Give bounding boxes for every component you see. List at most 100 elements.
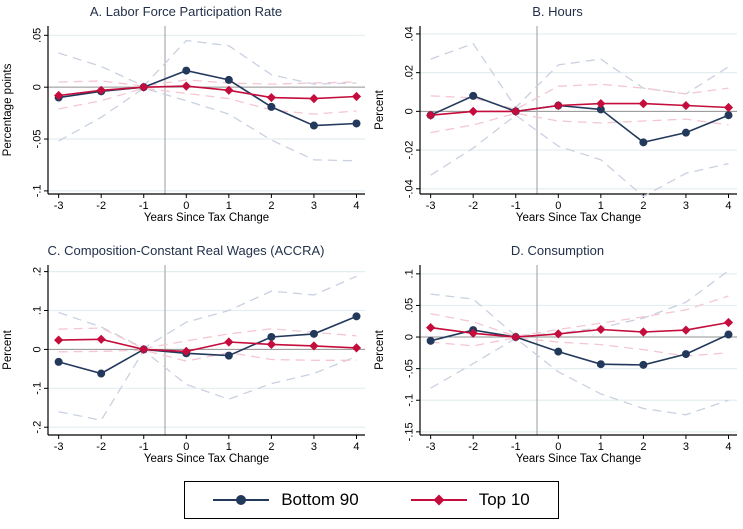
x-axis-label: Years Since Tax Change — [144, 453, 269, 465]
x-tick-label: -3 — [54, 200, 64, 212]
x-tick-label: -1 — [511, 441, 521, 453]
panel-hours: B. Hours .04 .02 0 -.02 -.04 -3 -2 -1 0 1 2 3 4 Years… — [372, 0, 743, 229]
gridlines — [420, 33, 737, 190]
legend-label-top10: Top 10 — [478, 489, 530, 509]
x-axis-label: Years Since Tax Change — [516, 212, 641, 224]
series-bottom-90-ci-lower — [430, 337, 729, 416]
x-tick-label: -1 — [511, 200, 521, 212]
series-top-10-ci-lower — [58, 349, 357, 362]
series-top-10 — [426, 99, 734, 120]
series-bottom-90-ci-upper — [430, 42, 729, 109]
x-tick-label: -3 — [54, 441, 64, 453]
series-bottom-90-ci-lower — [430, 114, 729, 198]
axes: .04 .02 0 -.02 -.04 -3 -2 -1 0 1 2 3 4 — [404, 26, 737, 212]
legend-entry-top10: Top 10 — [410, 489, 530, 510]
x-tick-label: 0 — [183, 441, 189, 453]
x-tick-label: -3 — [426, 441, 436, 453]
series-top-10 — [54, 81, 362, 104]
x-tick-label: -2 — [468, 200, 478, 212]
series-top-10-ci-lower — [58, 87, 357, 115]
x-tick-label: 2 — [268, 200, 274, 212]
x-tick-label: -3 — [426, 200, 436, 212]
series-top-10 — [426, 317, 734, 342]
y-tick-label: -.1 — [32, 382, 44, 395]
x-tick-label: 1 — [598, 200, 604, 212]
legend-row: Bottom 90 Top 10 — [0, 470, 743, 529]
series-top-10-ci-upper — [58, 79, 357, 87]
x-tick-label: 4 — [725, 441, 731, 453]
panel-consumption: D. Consumption .1 .05 0 -.05 -.1 -.15 -3 -2 -1 0 1… — [372, 229, 743, 470]
x-tick-label: 3 — [683, 441, 689, 453]
series-bottom-90 — [426, 326, 733, 369]
legend-entry-bottom90: Bottom 90 — [213, 490, 359, 510]
axes: .05 0 -.05 -.1 -3 -2 -1 0 1 2 3 4 — [32, 26, 365, 212]
gridlines — [420, 273, 737, 433]
y-tick-label: -.15 — [404, 422, 416, 441]
y-axis-label: Percent — [374, 329, 386, 369]
y-tick-label: .05 — [32, 28, 44, 43]
y-axis-label: Percent — [374, 89, 386, 129]
y-tick-label: -.1 — [404, 394, 416, 407]
y-tick-label: -.04 — [404, 179, 416, 198]
x-axis-label: Years Since Tax Change — [516, 453, 641, 465]
series-bottom-90-ci-upper — [58, 275, 357, 349]
panel-b-title: B. Hours — [532, 4, 583, 19]
y-tick-label: .04 — [404, 26, 416, 41]
y-tick-label: .1 — [404, 269, 416, 278]
x-tick-label: 4 — [353, 200, 359, 212]
y-tick-label: 0 — [404, 334, 416, 340]
panel-a-title: A. Labor Force Participation Rate — [89, 4, 283, 19]
panel-d-title: D. Consumption — [510, 243, 605, 258]
x-tick-label: 3 — [311, 441, 317, 453]
y-tick-label: .1 — [32, 306, 44, 315]
x-tick-label: -2 — [468, 441, 478, 453]
x-tick-label: 2 — [640, 200, 646, 212]
panel-c-chart: .2 .1 0 -.1 -.2 -3 -2 -1 0 1 2 3 4 Years Since Tax Ch… — [2, 265, 365, 465]
x-tick-label: -2 — [96, 441, 106, 453]
x-tick-label: 3 — [311, 200, 317, 212]
axes: .1 .05 0 -.05 -.1 -.15 -3 -2 -1 0 1 2 3 4 — [404, 265, 737, 453]
bottom90-line-marker-icon — [213, 494, 270, 505]
x-tick-label: 3 — [683, 200, 689, 212]
series-top-10-ci-upper — [430, 83, 729, 111]
x-tick-label: 4 — [353, 441, 359, 453]
x-tick-label: -1 — [139, 200, 149, 212]
gridlines — [48, 34, 365, 192]
panel-a-chart: .05 0 -.05 -.1 -3 -2 -1 0 1 2 3 4 Years Since Tax Ch… — [2, 26, 365, 224]
x-tick-label: 2 — [640, 441, 646, 453]
y-tick-label: -.05 — [404, 359, 416, 378]
series-top-10-ci-upper — [430, 295, 729, 338]
x-tick-label: 0 — [183, 200, 189, 212]
panel-grid: A. Labor Force Participation Rate .05 0 -.… — [0, 0, 743, 470]
y-tick-label: -.05 — [32, 130, 44, 149]
legend: Bottom 90 Top 10 — [184, 480, 559, 519]
legend-label-bottom90: Bottom 90 — [281, 489, 359, 509]
gridlines — [48, 271, 365, 428]
x-tick-label: -2 — [96, 200, 106, 212]
series-bottom-90-ci-upper — [58, 39, 357, 87]
panel-b-chart: .04 .02 0 -.02 -.04 -3 -2 -1 0 1 2 3 4 Years Since Ta… — [374, 26, 737, 224]
x-tick-label: 1 — [226, 441, 232, 453]
y-tick-label: -.1 — [32, 184, 44, 197]
series-top-10-ci-upper — [58, 327, 357, 350]
x-tick-label: 2 — [268, 441, 274, 453]
x-tick-label: 0 — [555, 200, 561, 212]
x-axis-label: Years Since Tax Change — [144, 212, 269, 224]
y-tick-label: 0 — [404, 108, 416, 114]
series-bottom-90-ci-lower — [58, 87, 357, 162]
x-tick-label: 1 — [226, 200, 232, 212]
series-bottom-90-ci-lower — [58, 349, 357, 421]
y-tick-label: -.02 — [404, 141, 416, 160]
series-bottom-90-ci-upper — [430, 270, 729, 337]
x-tick-label: 1 — [598, 441, 604, 453]
y-tick-label: .2 — [32, 267, 44, 276]
y-tick-label: 0 — [32, 346, 44, 352]
y-axis-label: Percent — [2, 329, 14, 369]
panel-c-title: C. Composition-Constant Real Wages (ACCR… — [47, 243, 325, 258]
y-tick-label: -.2 — [32, 421, 44, 434]
axes: .2 .1 0 -.1 -.2 -3 -2 -1 0 1 2 3 4 — [32, 265, 365, 453]
x-tick-label: 0 — [555, 441, 561, 453]
series-top-10-ci-lower — [430, 337, 729, 357]
panel-real-wages-accra: C. Composition-Constant Real Wages (ACCR… — [0, 229, 372, 470]
